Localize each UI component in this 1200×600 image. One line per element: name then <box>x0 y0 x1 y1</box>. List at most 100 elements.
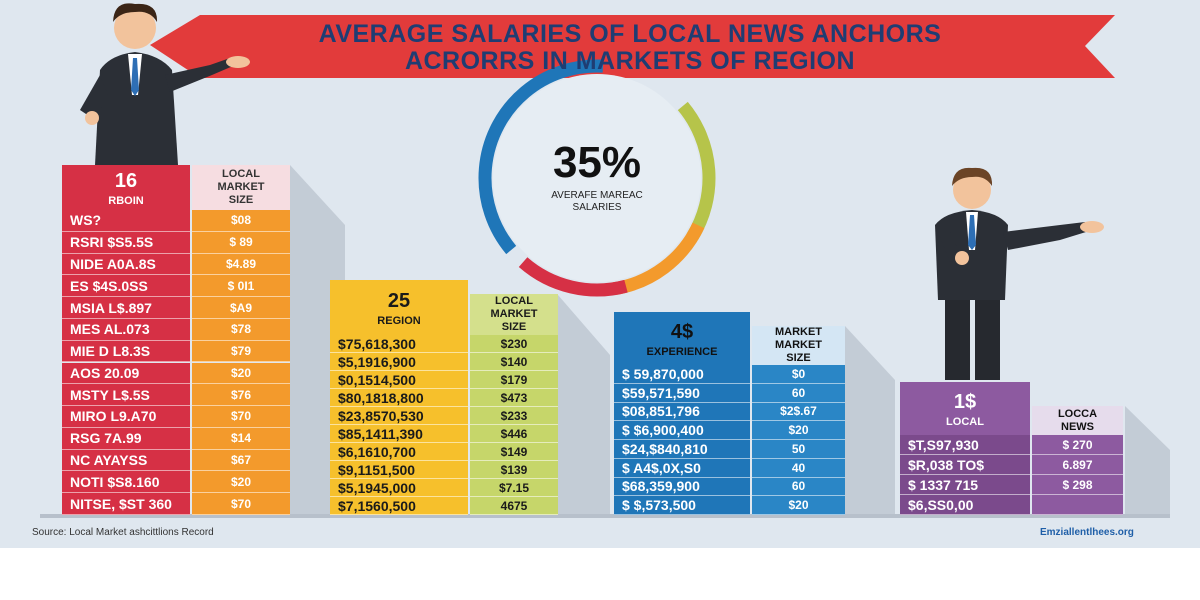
table-cell: $0,1514,500 <box>330 371 468 389</box>
table-cell: $ $6,900,400 <box>614 421 750 440</box>
column-header: MARKET MARKET SIZE <box>752 326 845 365</box>
header-text: MARKET <box>490 308 538 320</box>
table-cell: $ 270 <box>1032 435 1123 455</box>
table-cell: $5,1916,900 <box>330 353 468 371</box>
table-cell: $70 <box>192 406 290 428</box>
table-cell: $473 <box>470 389 558 407</box>
table-cell: RSRI $S5.5S <box>62 231 190 254</box>
header-text: MARKET <box>217 181 265 193</box>
column-header: 25 REGION <box>330 280 468 335</box>
table-cell: 4675 <box>470 497 558 515</box>
table-cell: $ 59,870,000 <box>614 365 750 384</box>
shadow <box>558 295 610 515</box>
table-cell: AOS 20.09 <box>62 362 190 385</box>
highlight-caption: AVERAFE MAREAC <box>551 190 643 201</box>
table-cell: NITSE, $ST 360 <box>62 493 190 515</box>
header-text: MARKET <box>774 339 823 351</box>
table-cell: $230 <box>470 335 558 353</box>
table-cell: RSG 7A.99 <box>62 427 190 450</box>
table-cell: $9,1151,500 <box>330 461 468 479</box>
table-cell: $08 <box>192 210 290 232</box>
header-text: 16 <box>114 169 138 192</box>
column-header: LOCCA NEWS <box>1032 406 1123 435</box>
table-cell: $59,571,590 <box>614 383 750 403</box>
donut-center <box>493 74 701 282</box>
table-cell: $A9 <box>192 297 290 319</box>
table-cell: $70 <box>192 493 290 515</box>
website: Emziallentlhees.org <box>1040 527 1134 538</box>
baseline <box>40 514 1170 518</box>
table-cell: $ 89 <box>192 231 290 254</box>
table-cell: $7,1560,500 <box>330 497 468 515</box>
table-cell: $79 <box>192 340 290 363</box>
decor <box>40 3 1170 518</box>
table-cell: MSIA L$.897 <box>62 297 190 319</box>
table-cell: MIE D L8.3S <box>62 340 190 363</box>
table-cell: MES AL.073 <box>62 318 190 341</box>
table-cell: 60 <box>752 383 845 403</box>
header-text: MARKET <box>774 326 823 338</box>
table-cell: $R,038 TO$ <box>900 455 1030 475</box>
table-cell: $4.89 <box>192 253 290 276</box>
header-text: EXPERIENCE <box>646 345 718 358</box>
header-text: LOCCA <box>1057 407 1098 420</box>
header-text: LOCAL <box>946 415 984 428</box>
presenter-illustration <box>80 3 250 165</box>
table-cell: $ 298 <box>1032 475 1123 495</box>
table-cell: $7.15 <box>470 479 558 497</box>
table-cell: $20 <box>752 496 845 515</box>
table-cell: $ 0I1 <box>192 275 290 298</box>
header-text: 25 <box>387 289 411 312</box>
table-cell: $140 <box>470 353 558 371</box>
title: ACRORRS IN MARKETS OF REGION <box>404 47 856 75</box>
table-cell: $24,$840,810 <box>614 440 750 459</box>
table-cell: $139 <box>470 461 558 479</box>
table-cell: $233 <box>470 407 558 425</box>
table-cell-empty <box>1032 495 1123 515</box>
table-cell: 40 <box>752 458 845 478</box>
table-cell: $76 <box>192 384 290 407</box>
header-text: NEWS <box>1061 420 1094 433</box>
header-text: SIZE <box>501 321 527 333</box>
table-cell: $20 <box>752 421 845 440</box>
header-text: REGION <box>377 314 421 327</box>
presenter-illustration <box>935 167 1104 380</box>
column-header: 1$ LOCAL <box>900 382 1030 435</box>
highlight-value: 35% <box>552 138 642 187</box>
header-text: 4$ <box>670 320 694 343</box>
table-cell: $179 <box>470 371 558 389</box>
table-cell: NOTI $S8.160 <box>62 471 190 494</box>
table-cell: $ $,573,500 <box>614 496 750 515</box>
table-cell: ES $4S.0SS <box>62 275 190 298</box>
table-cell: $80,1818,800 <box>330 389 468 407</box>
table-cell: MSTY L$.5S <box>62 384 190 407</box>
title: AVERAGE SALARIES OF LOCAL NEWS ANCHORS <box>318 20 942 48</box>
table-cell: $6,SS0,00 <box>900 495 1030 515</box>
title-banner <box>150 15 1115 78</box>
table-cell: MIRO L9.A70 <box>62 406 190 428</box>
table-cell: $2$.67 <box>752 402 845 422</box>
table-cell: $20 <box>192 471 290 494</box>
header-text: 1$ <box>953 390 977 413</box>
table-cell: $20 <box>192 362 290 385</box>
shadow <box>1125 406 1170 515</box>
table-cell: NC AYAYSS <box>62 449 190 472</box>
table-cell: WS? <box>62 210 190 232</box>
table-cell: $446 <box>470 425 558 443</box>
table-cell: $78 <box>192 318 290 341</box>
header-text: SIZE <box>228 194 254 206</box>
column-header: LOCAL MARKET SIZE <box>470 294 558 335</box>
column-header: 16 RBOIN <box>62 165 190 210</box>
table-cell: $ 1337 715 <box>900 475 1030 495</box>
table-cell: $08,851,796 <box>614 402 750 422</box>
highlight-caption: SALARIES <box>572 202 622 213</box>
table-cell: $68,359,900 <box>614 477 750 497</box>
header-text: SIZE <box>786 352 811 364</box>
column-header: 4$ EXPERIENCE <box>614 312 750 365</box>
table-cell: $149 <box>470 443 558 461</box>
table-cell: NIDE A0A.8S <box>62 253 190 276</box>
table-cell: $14 <box>192 427 290 450</box>
table-cell: $23,8570,530 <box>330 407 468 425</box>
table-cell: 50 <box>752 440 845 459</box>
